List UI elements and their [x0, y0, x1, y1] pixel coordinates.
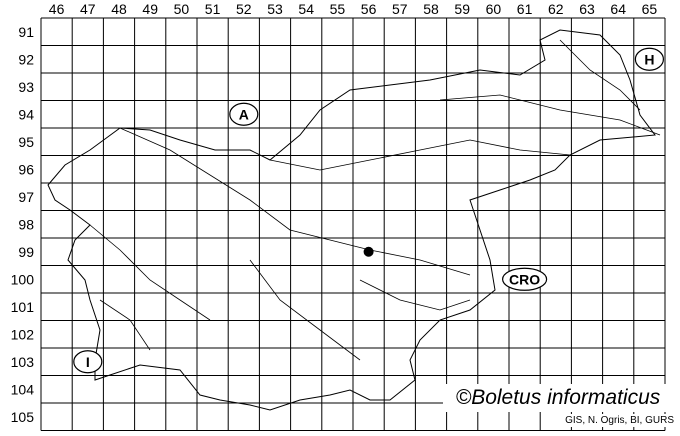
column-label: 46 — [49, 1, 65, 17]
row-label: 95 — [18, 134, 34, 150]
rivers — [89, 39, 661, 361]
column-label: 54 — [298, 1, 314, 17]
occurrence-dot — [363, 246, 374, 257]
column-label: 49 — [142, 1, 158, 17]
row-label: 94 — [18, 106, 34, 122]
column-label: 64 — [610, 1, 626, 17]
country-label-i: I — [73, 350, 103, 374]
column-label: 56 — [361, 1, 377, 17]
column-label: 60 — [486, 1, 502, 17]
column-label: 53 — [267, 1, 283, 17]
country-label-h: H — [634, 47, 665, 71]
column-label: 52 — [236, 1, 252, 17]
column-label: 63 — [579, 1, 595, 17]
row-label: 99 — [18, 244, 34, 260]
row-label: 100 — [11, 271, 35, 287]
column-label: 65 — [642, 1, 658, 17]
slovenia-border — [47, 29, 656, 411]
row-label: 103 — [11, 354, 35, 370]
row-label: 91 — [18, 24, 34, 40]
column-label: 62 — [548, 1, 564, 17]
column-label: 47 — [80, 1, 96, 17]
row-label: 101 — [11, 299, 35, 315]
column-label: 48 — [111, 1, 127, 17]
country-label-a: A — [229, 102, 259, 126]
row-label: 98 — [18, 216, 34, 232]
column-label: 55 — [330, 1, 346, 17]
column-label: 50 — [174, 1, 190, 17]
svg-text:I: I — [86, 354, 90, 370]
column-label: 51 — [205, 1, 221, 17]
map-labels: 46 47 48 49 50 51 52 53 54 55 56 57 58 59 60 61 62 63 64 65… — [11, 1, 665, 425]
row-label: 96 — [18, 161, 34, 177]
column-label: 61 — [517, 1, 533, 17]
row-label: 93 — [18, 79, 34, 95]
svg-text:CRO: CRO — [509, 271, 540, 287]
row-label: 92 — [18, 51, 34, 67]
svg-text:A: A — [239, 106, 249, 122]
country-label-cro: CRO — [501, 267, 548, 291]
row-label: 105 — [11, 409, 35, 425]
column-label: 58 — [423, 1, 439, 17]
row-label: 102 — [11, 326, 35, 342]
copyright-credit: ©Boletus informaticus — [443, 384, 673, 412]
column-label: 59 — [454, 1, 470, 17]
utm-grid — [40, 17, 666, 431]
svg-text:H: H — [644, 51, 654, 67]
row-label: 97 — [18, 189, 34, 205]
source-attribution: GIS, N. Ogris, BI, GURS — [563, 414, 676, 427]
row-label: 104 — [11, 381, 35, 397]
column-label: 57 — [392, 1, 408, 17]
